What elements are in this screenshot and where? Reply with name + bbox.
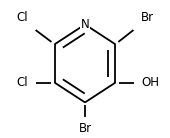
Text: Cl: Cl — [16, 11, 28, 24]
Text: N: N — [81, 18, 89, 31]
Text: Br: Br — [140, 11, 154, 24]
Text: OH: OH — [142, 76, 160, 89]
Text: Cl: Cl — [16, 76, 28, 89]
Text: Br: Br — [78, 122, 92, 135]
